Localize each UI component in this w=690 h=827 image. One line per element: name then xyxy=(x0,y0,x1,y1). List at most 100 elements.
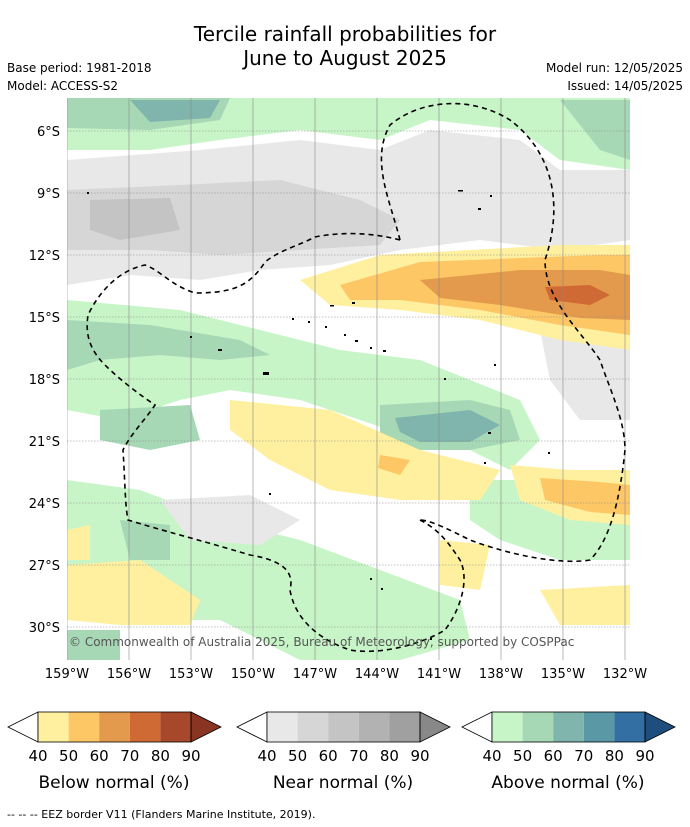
colorbar-swatch xyxy=(492,712,523,742)
map-figure: © Commonwealth of Australia 2025, Bureau… xyxy=(7,98,676,793)
near-normal-region-mid xyxy=(540,330,630,420)
colorbar-swatch xyxy=(614,712,645,742)
lon-label: 147°W xyxy=(293,667,337,682)
tick-label: 50 xyxy=(513,747,532,765)
colorbar-swatch xyxy=(68,712,100,742)
colorbar-swatch xyxy=(38,712,69,742)
colorbar-swatch xyxy=(358,712,390,742)
tick-label: 90 xyxy=(410,747,429,765)
tick-label: 60 xyxy=(90,747,109,765)
colorbar-swatch xyxy=(297,712,329,742)
above-normal-region-west-2 xyxy=(67,320,270,370)
colorbar-outline xyxy=(491,711,646,743)
tick-label: 40 xyxy=(257,747,276,765)
tick-label: 70 xyxy=(349,747,368,765)
colorbar-low-arrow xyxy=(236,711,268,743)
below-normal-region-band-3 xyxy=(420,270,630,320)
below-normal-region-se xyxy=(540,585,630,625)
lat-label: 12°S xyxy=(29,249,60,264)
legend-label-below: Below normal (%) xyxy=(39,773,190,793)
longitude-labels: 159°W 156°W 153°W 150°W 147°W 144°W 141°… xyxy=(45,667,647,682)
map-title: Tercile rainfall probabilities for June … xyxy=(0,22,690,70)
tick-label: 90 xyxy=(635,747,654,765)
tick-label: 90 xyxy=(181,747,200,765)
colorbar-swatch xyxy=(99,712,130,742)
eez-border-french-polynesia xyxy=(380,102,626,563)
eez-border-cook-islands xyxy=(86,232,465,653)
above-normal-region-central xyxy=(100,405,200,450)
meridian-lines xyxy=(67,98,626,660)
near-normal-region-south xyxy=(160,495,300,545)
colorbar-swatch xyxy=(553,712,584,742)
colorbar-low-arrow xyxy=(461,711,493,743)
colorbar-high-arrow xyxy=(190,711,222,743)
below-normal-region-central xyxy=(230,400,500,500)
lon-label: 144°W xyxy=(355,667,399,682)
lat-label: 15°S xyxy=(29,311,60,326)
latitude-labels: 6°S 9°S 12°S 15°S 18°S 21°S 24°S 27°S 30… xyxy=(29,125,60,636)
lon-label: 132°W xyxy=(603,667,647,682)
legend-below-normal: 40 50 60 70 80 90 Below normal (%) xyxy=(7,711,222,793)
colorbar-swatch xyxy=(389,712,420,742)
near-normal-region-north-3 xyxy=(90,198,180,240)
tick-label: 40 xyxy=(28,747,47,765)
grid-lines xyxy=(67,130,630,628)
tick-label: 80 xyxy=(380,747,399,765)
copyright-notice: © Commonwealth of Australia 2025, Bureau… xyxy=(69,635,574,649)
tick-label: 50 xyxy=(59,747,78,765)
eez-borders xyxy=(86,102,626,653)
lon-label: 156°W xyxy=(107,667,151,682)
tick-label: 60 xyxy=(319,747,338,765)
lat-label: 9°S xyxy=(37,187,60,202)
lon-label: 159°W xyxy=(45,667,89,682)
colorbar-swatch xyxy=(160,712,191,742)
lon-label: 138°W xyxy=(479,667,523,682)
colorbar-swatch xyxy=(267,712,298,742)
title-line-1: Tercile rainfall probabilities for xyxy=(193,22,497,46)
title-line-2: June to August 2025 xyxy=(243,46,447,70)
lon-label: 153°W xyxy=(169,667,213,682)
below-normal-region-w xyxy=(67,525,90,560)
below-normal-region-central-2 xyxy=(378,455,410,475)
islands xyxy=(87,190,550,640)
above-normal-region-north-3 xyxy=(130,100,220,122)
meta-right: Model run: 12/05/2025 Issued: 14/05/2025 xyxy=(546,59,683,95)
issued-date: Issued: 14/05/2025 xyxy=(567,79,683,93)
colorbar-low-arrow xyxy=(7,711,39,743)
lon-label: 135°W xyxy=(541,667,585,682)
above-normal-region-south xyxy=(67,630,120,660)
below-normal-region-s xyxy=(440,540,490,590)
tick-label: 60 xyxy=(544,747,563,765)
eez-footnote: -- -- -- EEZ border V11 (Flanders Marine… xyxy=(7,808,316,821)
lon-label: 141°W xyxy=(417,667,461,682)
colorbar-outline xyxy=(266,711,421,743)
colorbar-swatch xyxy=(522,712,554,742)
legend-label-above: Above normal (%) xyxy=(491,773,644,793)
lat-label: 27°S xyxy=(29,559,60,574)
model-name: Model: ACCESS-S2 xyxy=(7,79,119,93)
model-run: Model run: 12/05/2025 xyxy=(545,61,683,75)
tick-label: 80 xyxy=(605,747,624,765)
tick-label: 50 xyxy=(288,747,307,765)
colorbar-swatch xyxy=(328,712,359,742)
below-normal-region-sw xyxy=(67,560,200,625)
tick-label: 40 xyxy=(482,747,501,765)
meta-left: Base period: 1981-2018 Model: ACCESS-S2 xyxy=(7,59,152,95)
lat-label: 18°S xyxy=(29,373,60,388)
tick-label: 80 xyxy=(151,747,170,765)
below-normal-region-east-2 xyxy=(540,478,630,515)
lat-label: 30°S xyxy=(29,621,60,636)
lat-label: 6°S xyxy=(37,125,60,140)
legend-near-normal: 40 50 60 70 80 90 Near normal (%) xyxy=(236,711,451,793)
legend-label-near: Near normal (%) xyxy=(273,773,413,793)
above-normal-region-ne xyxy=(560,100,630,160)
colorbar-high-arrow xyxy=(419,711,451,743)
colorbar-swatch xyxy=(583,712,615,742)
colorbar-high-arrow xyxy=(644,711,676,743)
colorbar-outline xyxy=(37,711,192,743)
below-normal-region-band-4 xyxy=(545,285,610,305)
lat-label: 24°S xyxy=(29,497,60,512)
lat-label: 21°S xyxy=(29,435,60,450)
lon-label: 150°W xyxy=(231,667,275,682)
tick-label: 70 xyxy=(574,747,593,765)
